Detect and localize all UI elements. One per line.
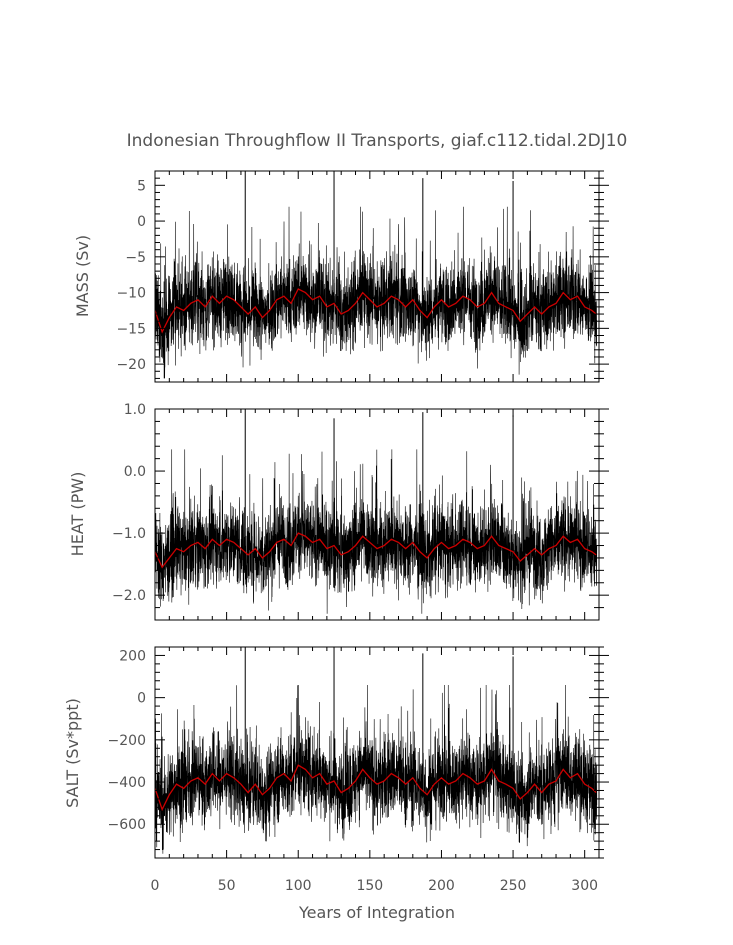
mass-ytick-label: −20	[116, 357, 146, 373]
heat-ylabel: HEAT (PW)	[68, 472, 87, 557]
mass-ticks: 5 0 −5 −10 −15 −20	[116, 170, 609, 382]
mass-plot-body	[155, 171, 598, 379]
heat-ytick-label: −1.0	[112, 526, 146, 542]
salt-ytick-label: −200	[108, 733, 146, 749]
heat-frame	[154, 408, 600, 621]
heat-ytick-label: 1.0	[124, 402, 146, 418]
heat-annual-series	[155, 532, 597, 569]
panel-salt: 200 0 −200 −400 −600 SALT (Sv*ppt)	[63, 646, 609, 859]
x-tick-label: 250	[500, 878, 527, 894]
mass-annual-series	[155, 288, 597, 334]
mass-ytick-label: 0	[137, 214, 146, 230]
mass-ylabel: MASS (Sv)	[73, 235, 92, 317]
x-tick-label: 50	[218, 878, 236, 894]
heat-monthly-series	[155, 449, 598, 614]
mass-frame	[154, 170, 600, 383]
salt-ytick-label: 0	[137, 691, 146, 707]
heat-ytick-label: −2.0	[112, 588, 146, 604]
x-tick-label: 200	[428, 878, 455, 894]
salt-ticks: 200 0 −200 −400 −600	[108, 646, 609, 859]
x-tick-label: 100	[285, 878, 312, 894]
x-tick-label: 0	[151, 878, 160, 894]
salt-plot-body	[155, 647, 598, 854]
heat-ytick-label: 0.0	[124, 464, 146, 480]
mass-monthly-series	[155, 206, 598, 379]
salt-annual-series	[155, 764, 597, 812]
x-tick-label: 150	[356, 878, 383, 894]
salt-ytick-label: −400	[108, 775, 146, 791]
x-axis-label: Years of Integration	[298, 903, 455, 922]
mass-ytick-label: −5	[125, 250, 146, 266]
salt-ytick-label: −600	[108, 817, 146, 833]
mass-ytick-label: −10	[116, 286, 146, 302]
x-tick-label: 300	[571, 878, 598, 894]
panel-heat: 1.0 0.0 −1.0 −2.0 HEAT (PW)	[68, 402, 609, 621]
mass-ytick-label: 5	[137, 178, 146, 194]
chart-title: Indonesian Throughflow II Transports, gi…	[127, 131, 628, 151]
heat-plot-body	[155, 409, 598, 614]
salt-ylabel: SALT (Sv*ppt)	[63, 698, 82, 808]
heat-ticks: 1.0 0.0 −1.0 −2.0	[112, 402, 609, 620]
mass-ytick-label: −15	[116, 321, 146, 337]
salt-frame	[154, 646, 600, 859]
salt-monthly-series	[155, 684, 598, 854]
salt-ytick-label: 200	[119, 648, 146, 664]
panel-mass: 5 0 −5 −10 −15 −20 MASS (Sv)	[73, 170, 609, 383]
